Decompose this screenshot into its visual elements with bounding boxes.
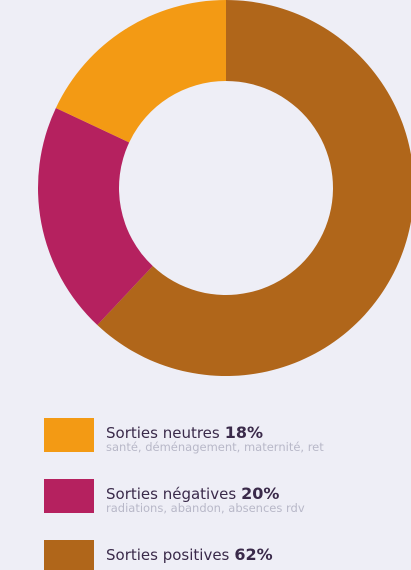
legend-label: Sorties neutres 18% (106, 423, 263, 442)
legend-swatch (44, 540, 94, 570)
legend-swatch (44, 479, 94, 513)
legend-description: radiations, abandon, absences rdv (106, 501, 305, 515)
legend-swatch (44, 418, 94, 452)
legend-name: Sorties neutres (106, 424, 220, 442)
legend-percent: 62% (234, 545, 272, 564)
legend-label: Sorties positives 62% (106, 545, 273, 564)
legend-description: santé, déménagement, maternité, ret (106, 440, 324, 454)
donut-segment (55, 0, 226, 143)
legend-percent: 18% (225, 423, 263, 442)
donut-segment (38, 107, 153, 326)
legend-label: Sorties négatives 20% (106, 484, 279, 503)
donut-segment (97, 0, 411, 376)
legend-name: Sorties négatives (106, 485, 236, 503)
legend-percent: 20% (241, 484, 279, 503)
legend-name: Sorties positives (106, 546, 230, 564)
